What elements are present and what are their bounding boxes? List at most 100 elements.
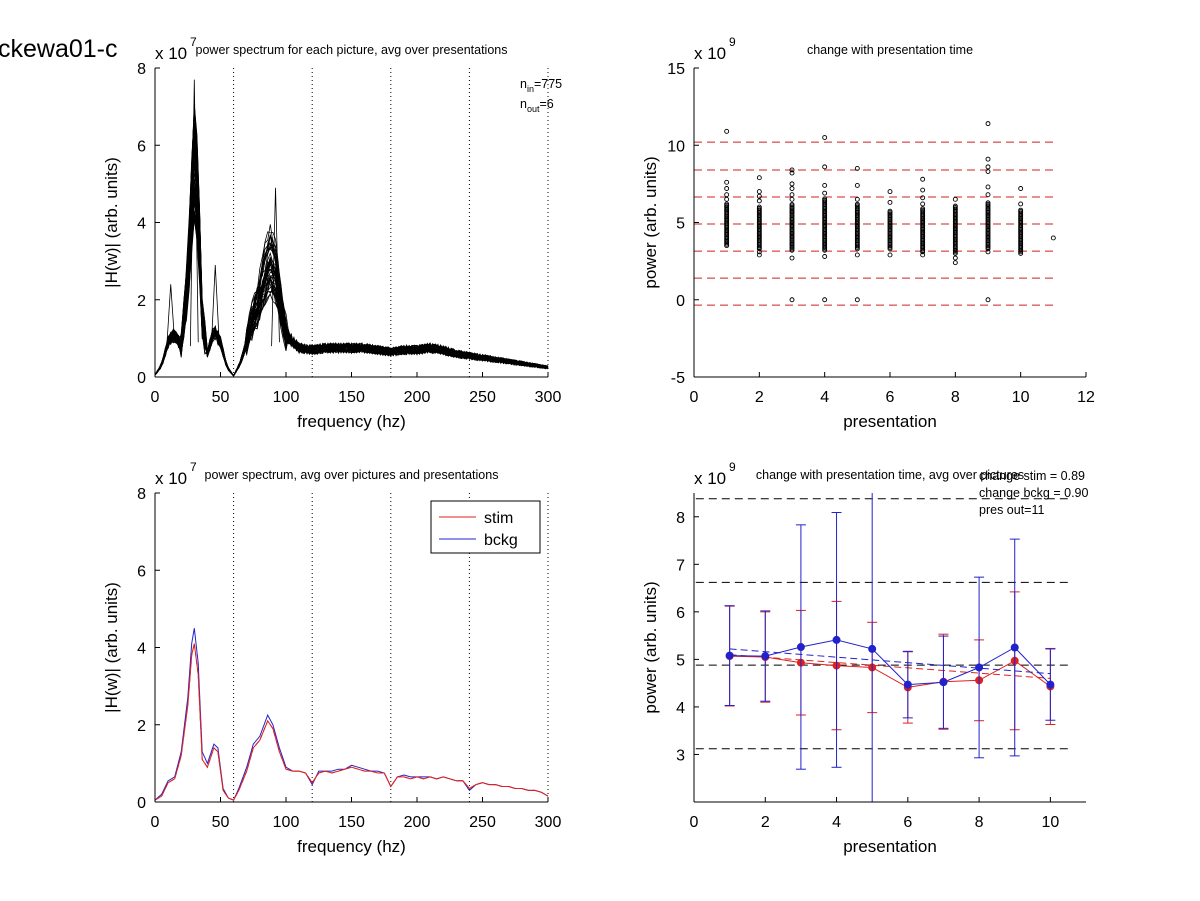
spectrum-peak-line: [210, 264, 220, 347]
scatter-point: [854, 182, 860, 188]
y-tick-label: 15: [667, 61, 685, 78]
scatter-point: [854, 252, 860, 258]
scatter-point: [920, 206, 926, 212]
y-tick-label: 0: [137, 370, 146, 387]
x-tick-label: 0: [690, 814, 699, 831]
series-bckg: [724, 493, 1056, 802]
scatter-point: [756, 193, 762, 199]
x-axis-label: frequency (hz): [297, 412, 406, 431]
x-tick-label: 250: [469, 814, 496, 831]
spectrum-line: [154, 188, 549, 377]
scatter-point: [985, 249, 991, 255]
series-line-bckg: [154, 628, 549, 801]
scatter-point: [920, 252, 926, 258]
scatter-point: [985, 164, 991, 170]
scatter-point: [887, 208, 893, 214]
y-tick-label: -5: [671, 370, 685, 387]
y-tick-label: 6: [137, 563, 146, 580]
data-point: [796, 643, 805, 652]
scatter-point: [822, 196, 828, 202]
scatter-point: [920, 187, 926, 193]
scatter-point: [789, 186, 795, 191]
n-in-annotation: nin=775: [520, 77, 562, 94]
y-multiplier-exponent: 7: [190, 35, 197, 49]
spectrum-line: [154, 151, 549, 377]
y-tick-label: 3: [676, 747, 685, 764]
x-tick-label: 6: [903, 814, 912, 831]
panel-title: power spectrum, avg over pictures and pr…: [205, 468, 499, 482]
scatter-point: [985, 192, 991, 198]
scatter-point: [724, 196, 730, 202]
figure-title: ckewa01-c: [0, 35, 118, 63]
scatter-point: [822, 164, 828, 170]
scatter-point: [822, 297, 828, 303]
x-tick-label: 8: [975, 814, 984, 831]
x-tick-label: 10: [1012, 389, 1030, 406]
scatter-point: [920, 176, 926, 182]
scatter-point: [985, 200, 991, 206]
scatter-point: [920, 201, 926, 207]
x-tick-label: 150: [338, 814, 365, 831]
spectrum-line: [154, 129, 549, 377]
y-tick-label: 4: [676, 700, 685, 717]
y-axis-label: |H(w)| (arb. units): [102, 157, 121, 288]
scatter-point: [985, 121, 991, 127]
x-tick-label: 100: [273, 389, 300, 406]
scatter-point: [985, 156, 991, 162]
stat-annotation: pres out=11: [979, 503, 1044, 517]
series-line-stim-overlay: [154, 643, 549, 801]
scatter-point: [789, 170, 795, 176]
y-multiplier: x 10: [155, 44, 187, 63]
spectrum-line: [154, 131, 549, 377]
x-tick-label: 50: [212, 389, 230, 406]
y-multiplier-exponent: 9: [729, 35, 736, 49]
scatter-point: [822, 190, 828, 196]
x-tick-label: 8: [951, 389, 960, 406]
spectrum-peak-line: [166, 284, 176, 347]
y-tick-label: 6: [676, 605, 685, 622]
scatter-points: [724, 121, 1056, 303]
x-tick-label: 0: [151, 389, 160, 406]
scatter-point: [724, 179, 730, 185]
panel-title: power spectrum for each picture, avg ove…: [196, 43, 508, 57]
scatter-point: [789, 181, 795, 187]
x-tick-label: 300: [535, 389, 562, 406]
stat-annotation: change stim = 0.89: [979, 469, 1085, 483]
data-point: [761, 652, 770, 661]
data-point: [868, 644, 877, 653]
scatter-point: [756, 252, 762, 258]
data-point: [1010, 643, 1019, 652]
scatter-point: [789, 167, 795, 173]
y-tick-label: 8: [137, 486, 146, 503]
data-point: [832, 635, 841, 644]
y-multiplier: x 10: [694, 44, 726, 63]
scatter-point: [985, 184, 991, 190]
scatter-point: [756, 249, 762, 255]
scatter-point: [952, 196, 958, 202]
spectrum-peak-line: [189, 79, 199, 347]
scatter-point: [756, 198, 762, 204]
y-tick-label: 4: [137, 216, 146, 233]
panel-power-spectrum-each-picture: 0 50 100 150 200 250 300 0 2 4 6 8 frequency (hz) |H(…: [102, 35, 562, 431]
y-tick-label: 5: [676, 216, 685, 233]
legend-label-stim: stim: [484, 510, 513, 527]
y-tick-label: 10: [667, 138, 685, 155]
spectrum-line: [154, 129, 549, 377]
x-tick-label: 300: [535, 814, 562, 831]
stat-annotation: change bckg = 0.90: [979, 486, 1089, 500]
x-tick-label: 250: [469, 389, 496, 406]
y-tick-label: 6: [137, 138, 146, 155]
scatter-point: [724, 192, 730, 198]
scatter-point: [789, 201, 795, 207]
scatter-point: [789, 196, 795, 202]
scatter-point: [854, 201, 860, 207]
y-tick-label: 2: [137, 718, 146, 735]
trend-line: [729, 648, 1051, 675]
y-tick-label: 5: [676, 652, 685, 669]
data-point: [903, 680, 912, 689]
scatter-point: [985, 169, 991, 174]
spectrum-peak-line: [271, 187, 280, 347]
x-tick-label: 2: [755, 389, 764, 406]
scatter-point: [756, 189, 762, 195]
